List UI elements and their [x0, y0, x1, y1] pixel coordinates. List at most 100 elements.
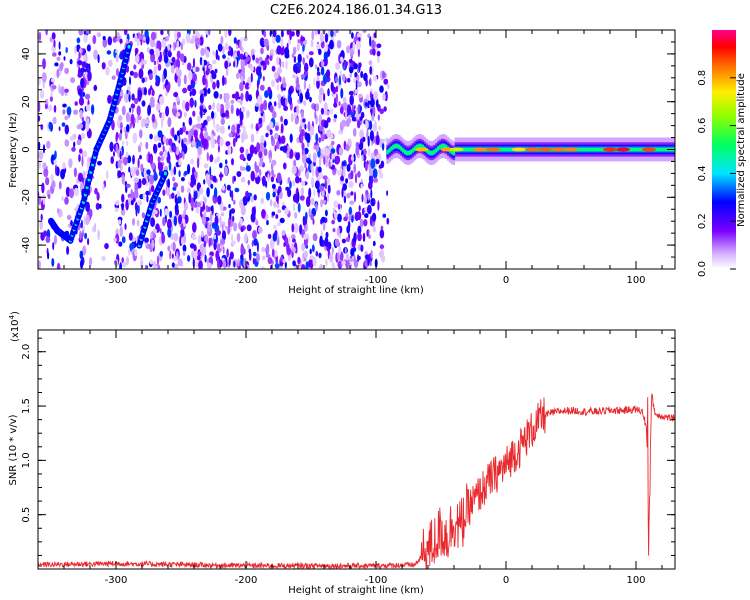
heatmap-cell — [280, 135, 286, 144]
heatmap-cell — [166, 186, 169, 197]
heatmap-cell — [221, 230, 227, 241]
heatmap-cell — [231, 240, 236, 245]
heatmap-cell — [369, 77, 372, 87]
heatmap-cell — [304, 62, 309, 73]
heatmap-cell — [374, 119, 377, 131]
heatmap-cell — [335, 62, 340, 71]
heatmap-cell — [208, 104, 212, 111]
heatmap-cell — [151, 101, 155, 108]
heatmap-cell — [159, 151, 164, 157]
heatmap-cell — [274, 144, 277, 152]
heatmap-cell — [336, 40, 342, 49]
heatmap-cell — [64, 88, 69, 93]
x-tick-label: -100 — [365, 275, 388, 286]
heatmap-cell — [411, 148, 415, 153]
heatmap-cell — [132, 132, 138, 144]
heatmap-cell — [365, 189, 369, 196]
heatmap-cell — [589, 147, 592, 152]
heatmap-cell — [118, 132, 123, 141]
heatmap-cell — [141, 58, 144, 66]
heatmap-cell — [171, 217, 175, 226]
heatmap-cell — [87, 238, 90, 246]
heatmap-cell — [117, 219, 122, 225]
heatmap-cell — [58, 51, 62, 56]
heatmap-cell — [367, 33, 371, 39]
heatmap-cell — [43, 167, 49, 178]
x-tick-label: -300 — [105, 275, 128, 286]
heatmap-cell — [153, 143, 156, 150]
heatmap-cell — [193, 129, 198, 139]
heatmap-cell — [284, 261, 287, 269]
heatmap-cell — [209, 154, 214, 163]
heatmap-cell — [206, 152, 209, 161]
heatmap-cell — [207, 88, 211, 94]
heatmap-cell — [308, 208, 311, 218]
heatmap-cell — [359, 129, 364, 138]
heatmap-cell — [368, 60, 373, 66]
heatmap-cell — [127, 44, 131, 49]
heatmap-cell — [367, 204, 372, 215]
heatmap-cell — [48, 104, 53, 112]
heatmap-cell — [275, 214, 279, 219]
heatmap-cell — [230, 208, 236, 214]
heatmap-cell — [174, 42, 177, 49]
heatmap-cell — [267, 60, 270, 66]
heatmap-cell — [228, 45, 232, 51]
heatmap-cell — [106, 50, 112, 55]
heatmap-cell — [317, 66, 320, 73]
heatmap-cell — [509, 147, 512, 152]
heatmap-cell — [240, 106, 246, 113]
heatmap-cell — [239, 217, 243, 225]
heatmap-cell — [377, 200, 380, 211]
heatmap-cell — [217, 195, 222, 205]
heatmap-cell — [85, 216, 89, 226]
heatmap-cell — [82, 54, 87, 61]
heatmap-cell — [133, 177, 139, 184]
heatmap-cell — [386, 150, 389, 154]
x-tick-label: -300 — [105, 575, 128, 586]
heatmap-cell — [190, 197, 194, 208]
heatmap-cell — [121, 174, 125, 185]
heatmap-cell — [126, 85, 131, 91]
heatmap-cell — [421, 145, 424, 149]
heatmap-cell — [165, 138, 170, 146]
heatmap-cell — [171, 253, 174, 259]
heatmap-cell — [296, 43, 300, 52]
heatmap-cell — [274, 250, 278, 257]
heatmap-cell — [48, 121, 53, 130]
heatmap-cell — [312, 218, 315, 225]
heatmap-cell — [233, 175, 236, 182]
heatmap-cell — [242, 196, 248, 206]
heatmap-cell — [347, 61, 350, 70]
heatmap-cell — [250, 133, 255, 143]
heatmap-cell — [319, 173, 324, 179]
heatmap-cell — [370, 158, 376, 169]
heatmap-cell — [292, 180, 296, 187]
heatmap-cell — [338, 147, 344, 156]
heatmap-cell — [167, 245, 171, 252]
heatmap-cell — [125, 183, 131, 188]
heatmap-cell — [267, 86, 272, 93]
heatmap-cell — [250, 212, 256, 223]
heatmap-cell — [81, 61, 87, 68]
heatmap-cell — [70, 77, 76, 84]
heatmap-cell — [199, 89, 205, 96]
heatmap-cell — [263, 112, 266, 123]
heatmap-cell — [192, 110, 196, 117]
heatmap-cell — [64, 196, 69, 205]
heatmap-cell — [173, 104, 177, 110]
heatmap-cell — [119, 122, 123, 130]
heatmap-cell — [236, 123, 240, 134]
heatmap-cell — [305, 196, 311, 208]
heatmap-cell — [145, 118, 150, 125]
heatmap-cell — [194, 66, 200, 73]
heatmap-cell — [362, 232, 366, 242]
heatmap-cell — [202, 108, 207, 113]
heatmap-cell — [444, 145, 448, 149]
heatmap-cell — [597, 147, 600, 152]
heatmap-cell — [376, 50, 381, 57]
heatmap-cell — [364, 102, 369, 107]
heatmap-cell — [318, 137, 322, 143]
heatmap-cell — [204, 254, 207, 263]
